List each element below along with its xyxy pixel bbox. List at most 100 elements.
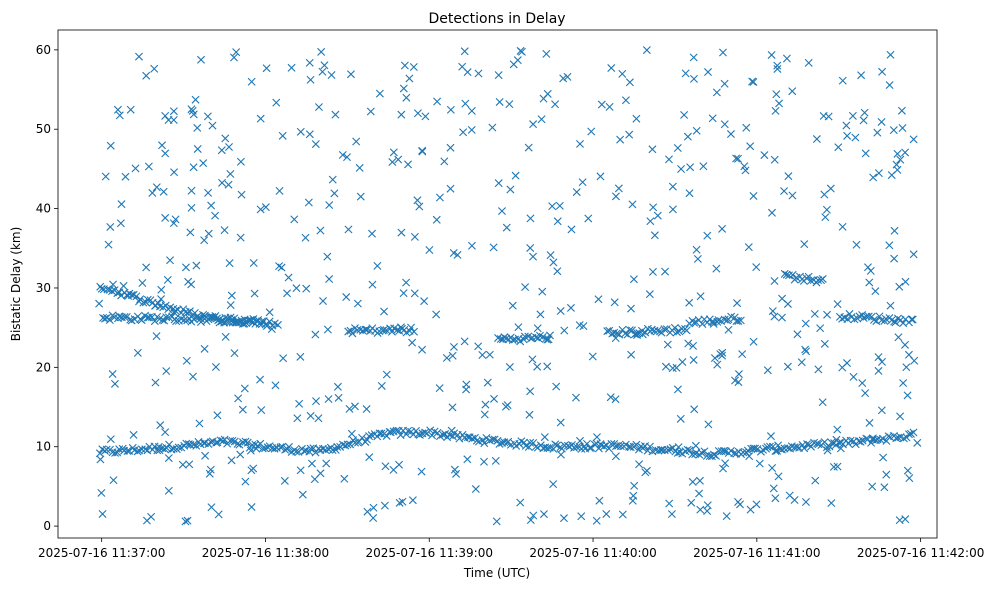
detection-point xyxy=(482,433,491,442)
detection-point xyxy=(742,123,751,132)
detection-point xyxy=(865,418,874,427)
detection-point xyxy=(387,327,396,336)
detection-point xyxy=(100,314,109,323)
detection-point xyxy=(250,289,259,298)
detection-point xyxy=(603,327,612,336)
detection-point xyxy=(780,187,789,196)
detection-point xyxy=(306,411,315,420)
detection-point xyxy=(877,316,886,325)
detection-point xyxy=(217,146,226,155)
detection-point xyxy=(543,89,552,98)
detection-point xyxy=(265,308,274,317)
detection-point xyxy=(529,120,538,129)
x-axis: 2025-07-16 11:37:00 2025-07-16 11:38:00 20… xyxy=(38,538,984,560)
x-tick-label: 2025-07-16 11:39:00 xyxy=(366,546,493,560)
detection-point xyxy=(174,443,183,452)
detection-point xyxy=(181,263,190,272)
detection-point xyxy=(804,58,813,67)
detection-point xyxy=(699,162,708,171)
detection-point xyxy=(314,103,323,112)
detection-point xyxy=(193,123,202,132)
detection-point xyxy=(346,70,355,79)
detection-point xyxy=(488,435,497,444)
detection-point xyxy=(241,477,250,486)
detection-point xyxy=(113,289,122,298)
detection-point xyxy=(462,385,471,394)
detection-point xyxy=(448,403,457,412)
detection-point xyxy=(548,202,557,211)
detection-point xyxy=(901,340,910,349)
detection-point xyxy=(319,297,328,305)
detection-point xyxy=(696,505,705,514)
detection-point xyxy=(232,48,241,57)
detection-point xyxy=(680,110,689,119)
detection-point xyxy=(261,203,270,212)
x-tick-label: 2025-07-16 11:42:00 xyxy=(857,546,984,560)
x-tick-label: 2025-07-16 11:37:00 xyxy=(38,546,165,560)
detection-point xyxy=(896,412,905,421)
detection-point xyxy=(703,501,712,510)
detection-point xyxy=(417,467,426,476)
detection-point xyxy=(690,405,699,414)
detection-point xyxy=(362,405,371,414)
detection-point xyxy=(676,414,685,423)
detection-point xyxy=(549,258,558,267)
detection-point xyxy=(280,476,289,485)
detection-point xyxy=(626,443,635,452)
detection-point xyxy=(122,312,131,321)
detection-point xyxy=(533,362,542,371)
detection-point xyxy=(879,453,888,462)
detection-point xyxy=(843,315,852,324)
detection-point xyxy=(899,434,908,443)
detection-point xyxy=(575,139,584,148)
detection-point xyxy=(909,428,918,437)
detection-point xyxy=(832,435,841,444)
detection-point xyxy=(302,284,311,293)
detection-point xyxy=(421,428,430,437)
detection-point xyxy=(221,332,230,341)
detection-point xyxy=(170,168,179,177)
detection-point xyxy=(878,434,887,443)
detection-point xyxy=(257,406,266,415)
detection-point xyxy=(711,451,720,460)
detection-point xyxy=(157,295,166,304)
detection-point xyxy=(343,440,352,449)
detection-point xyxy=(689,74,698,83)
detection-point xyxy=(673,385,682,394)
detection-point xyxy=(793,330,802,339)
detection-point xyxy=(137,316,146,325)
detection-point xyxy=(777,313,786,322)
detection-point xyxy=(648,145,657,154)
x-tick-label: 2025-07-16 11:40:00 xyxy=(529,546,656,560)
detection-point xyxy=(415,202,424,211)
detection-point xyxy=(442,353,451,362)
detection-point xyxy=(734,370,743,379)
detection-point xyxy=(726,130,735,139)
y-tick-label: 0 xyxy=(43,519,51,533)
detection-point xyxy=(183,516,192,525)
detection-point xyxy=(418,146,427,155)
detection-point xyxy=(714,316,723,325)
detection-point xyxy=(689,341,698,350)
detection-point xyxy=(555,201,564,210)
detection-point xyxy=(240,384,249,393)
detection-point xyxy=(284,273,293,282)
detection-point xyxy=(588,352,597,361)
detection-point xyxy=(538,287,547,296)
detection-point xyxy=(909,250,918,259)
detection-point xyxy=(605,102,614,111)
detection-point xyxy=(886,50,895,59)
detection-point xyxy=(792,443,801,452)
detection-point xyxy=(673,144,682,153)
detection-point xyxy=(814,440,823,449)
detection-point xyxy=(163,275,172,284)
detection-point xyxy=(782,54,791,63)
detection-point xyxy=(99,313,108,322)
detection-point xyxy=(611,395,620,404)
detection-point xyxy=(386,428,395,437)
detection-point xyxy=(199,159,208,168)
detection-point xyxy=(721,459,730,468)
detection-point xyxy=(311,448,320,457)
detection-point xyxy=(894,333,903,342)
detection-point xyxy=(158,141,167,150)
